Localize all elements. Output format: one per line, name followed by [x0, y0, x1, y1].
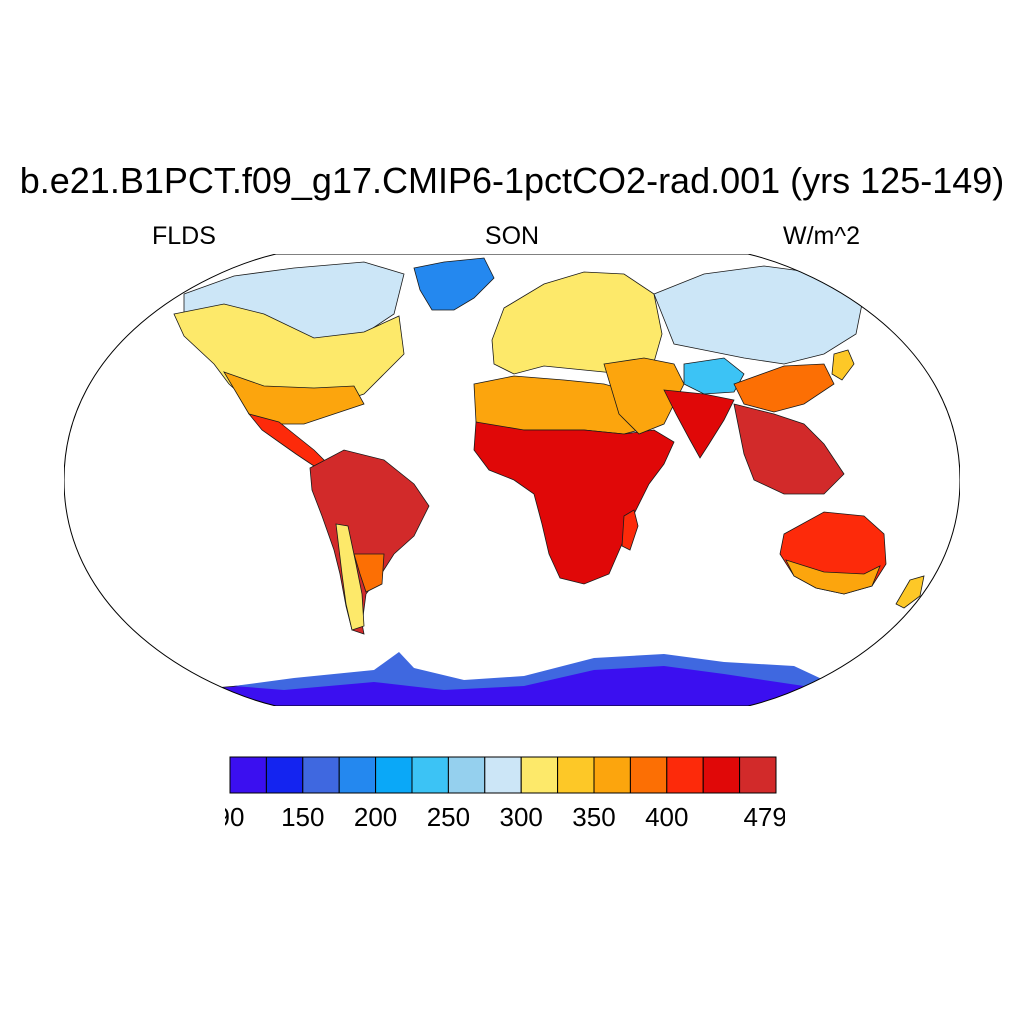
colorbar-swatch [629, 756, 668, 794]
new-zealand-region [895, 575, 925, 609]
south-america-region [309, 449, 430, 635]
siberia-region [653, 265, 865, 365]
colorbar-swatch [557, 756, 595, 794]
tibet-region [683, 357, 745, 395]
colorbar-swatch [265, 756, 304, 794]
colorbar-tick-label: 90 [225, 802, 244, 832]
colorbar-swatch [593, 756, 631, 794]
colorbar: 90 150 200 250 300 350 400 479.6 [225, 756, 785, 832]
japan-region [831, 349, 855, 381]
colorbar-tick-label: 250 [427, 802, 470, 832]
map-boundary [64, 254, 960, 706]
colorbar-swatch [739, 756, 777, 794]
greenland-region [413, 257, 495, 311]
andes-region [335, 523, 365, 631]
colorbar-tick-label: 400 [645, 802, 688, 832]
colorbar-tick-label: 150 [281, 802, 324, 832]
colorbar-swatch [447, 756, 486, 794]
colorbar-swatch [375, 756, 413, 794]
units-label: W/m^2 [783, 222, 861, 250]
africa-central-region [473, 421, 675, 585]
colorbar-tick-label: 479.6 [743, 802, 785, 832]
colorbar-swatch [338, 756, 377, 794]
colorbar-swatch [520, 756, 559, 794]
australia-south-region [785, 559, 881, 595]
madagascar-region [621, 509, 639, 551]
variable-label: FLDS [152, 222, 216, 250]
colorbar-tick-label: 200 [354, 802, 397, 832]
season-label: SON [484, 222, 540, 250]
pampas-region [353, 553, 385, 593]
china-region [733, 363, 835, 413]
colorbar-swatch [702, 756, 741, 794]
plot-title: b.e21.B1PCT.f09_g17.CMIP6-1pctCO2-rad.00… [19, 160, 1005, 201]
world-map [64, 254, 960, 706]
colorbar-tick-label: 350 [572, 802, 615, 832]
colorbar-swatch [302, 756, 340, 794]
colorbar-swatch [484, 756, 522, 794]
colorbar-swatch [229, 756, 267, 794]
colorbar-swatch [411, 756, 449, 794]
antarctica-coast [234, 652, 824, 690]
europe-region [491, 271, 663, 375]
colorbar-swatch [666, 756, 704, 794]
india-region [663, 389, 735, 459]
colorbar-tick-label: 300 [500, 802, 543, 832]
southeast-asia-region [733, 403, 845, 495]
